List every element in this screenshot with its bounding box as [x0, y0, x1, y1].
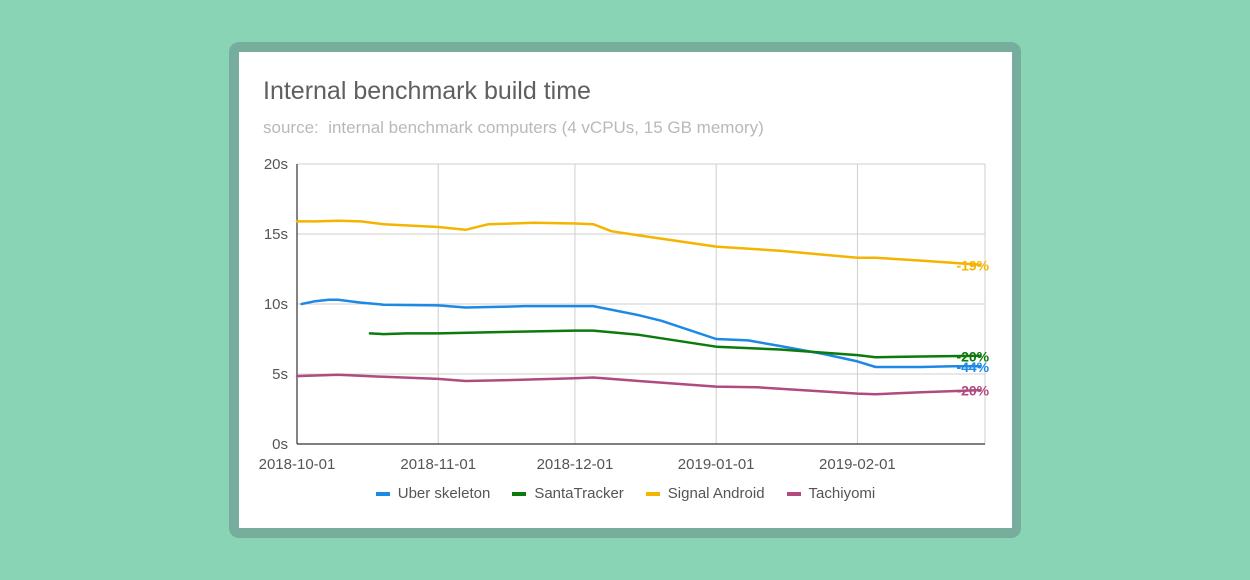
- legend-item: SantaTracker: [512, 485, 624, 502]
- legend-item: Tachiyomi: [786, 485, 876, 502]
- x-tick-label: 2018-12-01: [537, 456, 614, 473]
- end-value-label: -20%: [956, 348, 989, 364]
- legend-swatch: [375, 491, 390, 496]
- series-line: [300, 298, 982, 369]
- chart-subtitle: source: internal benchmark computers (4 …: [263, 118, 764, 137]
- legend-label: Signal Android: [667, 485, 765, 502]
- y-tick-label: 15s: [264, 226, 288, 243]
- end-value-label: -19%: [956, 257, 989, 273]
- legend-swatch: [786, 491, 801, 496]
- y-tick-label: 5s: [272, 366, 288, 383]
- legend-swatch: [512, 491, 527, 496]
- y-tick-label: 10s: [264, 296, 288, 313]
- x-tick-label: 2018-11-01: [400, 456, 476, 473]
- end-value-label: -20%: [956, 383, 989, 399]
- chart-legend: Uber skeleton SantaTracker Signal Android T…: [239, 485, 1012, 502]
- x-tick-label: 2019-02-01: [819, 456, 896, 473]
- legend-item: Uber skeleton: [375, 485, 491, 502]
- chart-frame: Internal benchmark build time source: in…: [229, 42, 1021, 538]
- y-tick-label: 0s: [272, 436, 288, 453]
- x-tick-label: 2019-01-01: [678, 456, 755, 473]
- chart-title: Internal benchmark build time: [263, 77, 591, 105]
- x-tick-label: 2018-10-01: [259, 456, 336, 473]
- series-line: [295, 373, 982, 396]
- legend-item: Signal Android: [645, 485, 765, 502]
- line-chart: 0s 5s 10s 15s 20s 2018-10-01 2018-11-01 2018-12…: [259, 156, 990, 473]
- legend-label: Tachiyomi: [808, 485, 876, 502]
- series-line: [368, 329, 982, 359]
- y-tick-label: 20s: [264, 156, 288, 173]
- chart-card: Internal benchmark build time source: in…: [239, 52, 1012, 528]
- series-line: [295, 219, 982, 267]
- legend-label: Uber skeleton: [397, 485, 491, 502]
- legend-label: SantaTracker: [534, 485, 624, 502]
- end-value-label: -44%: [956, 359, 989, 375]
- legend-swatch: [645, 491, 660, 496]
